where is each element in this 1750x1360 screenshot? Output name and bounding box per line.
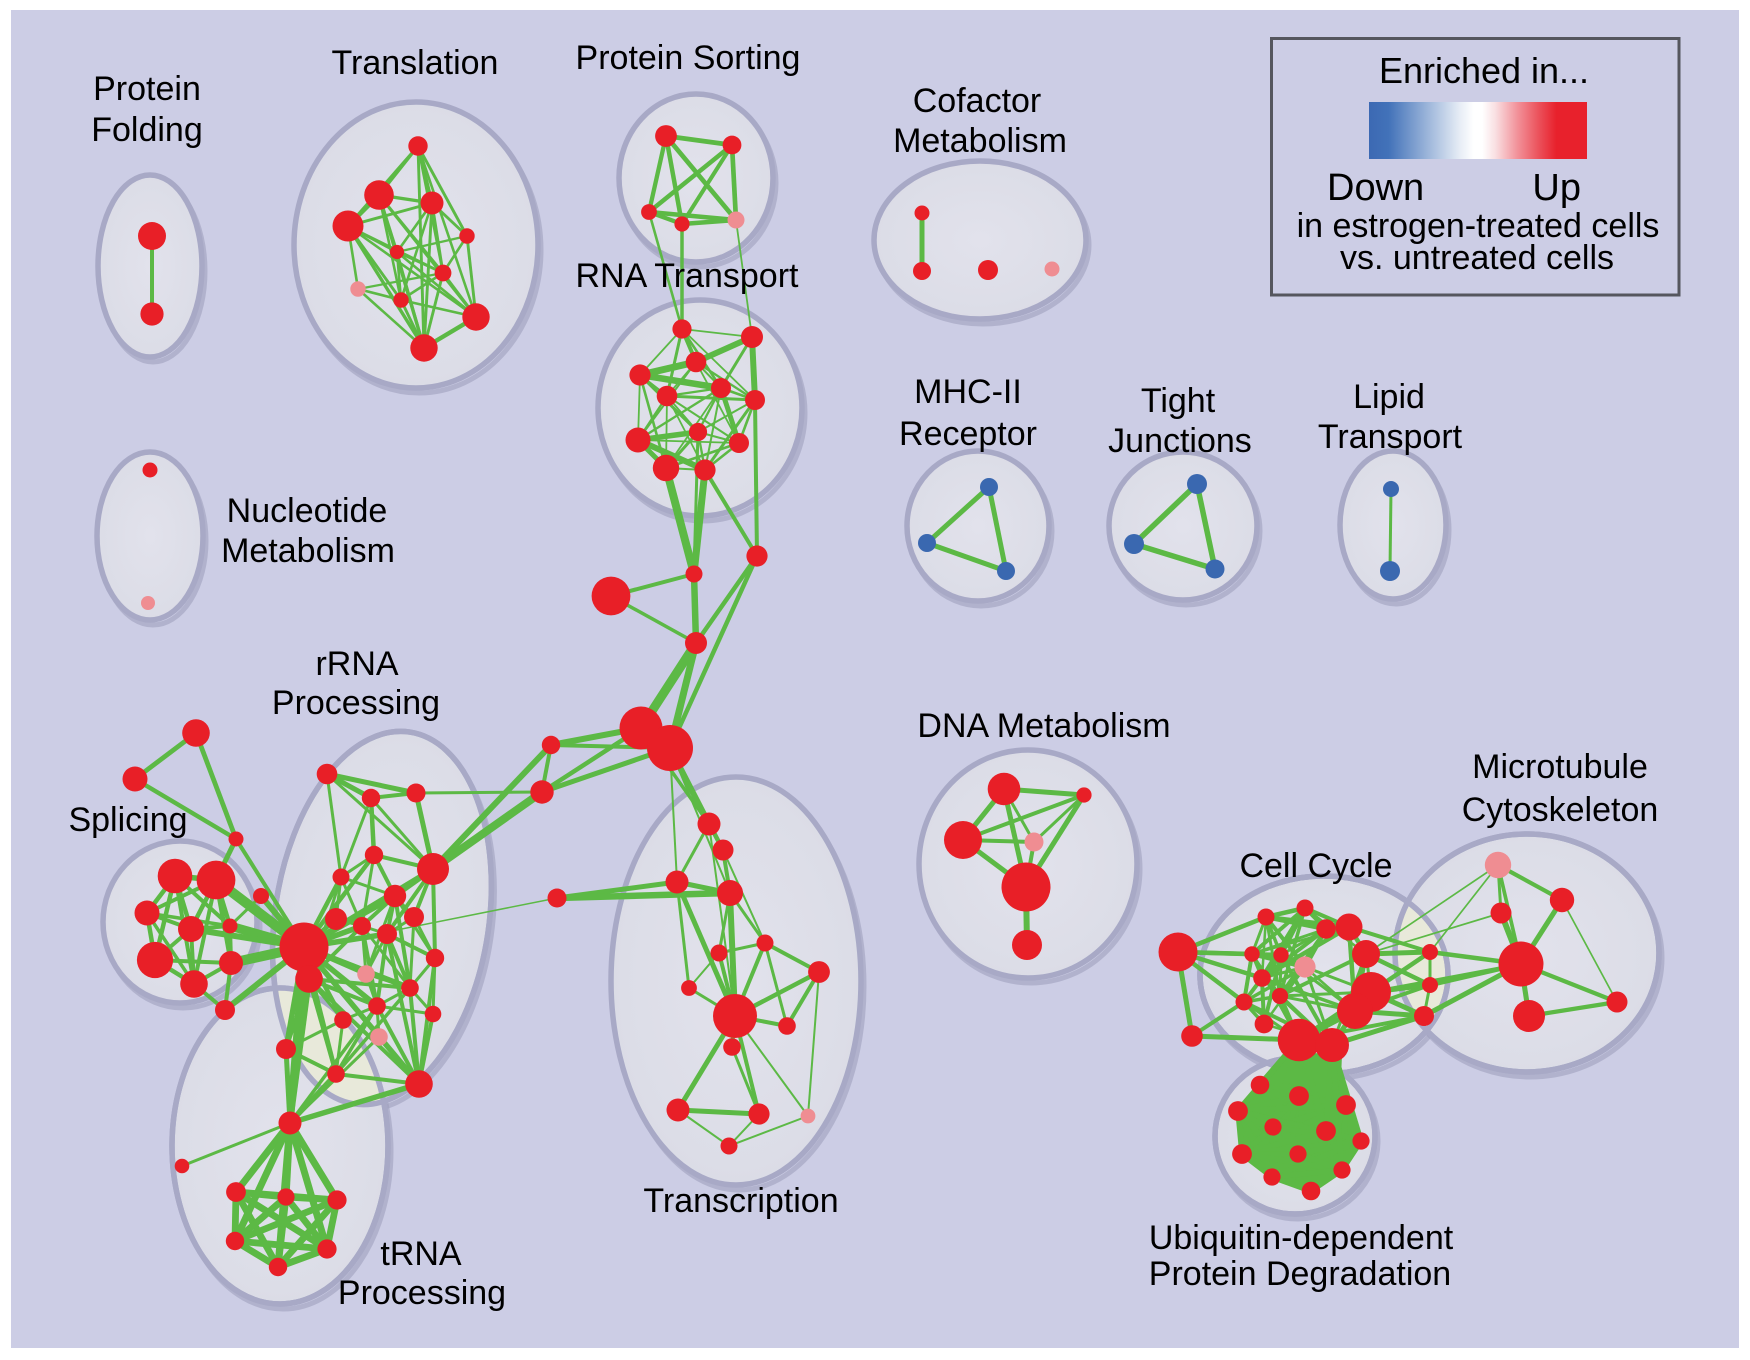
svg-text:Junctions: Junctions <box>1108 422 1252 460</box>
svg-text:Transcription: Transcription <box>643 1182 838 1220</box>
svg-text:Tight: Tight <box>1141 382 1216 420</box>
svg-text:Lipid: Lipid <box>1353 378 1425 416</box>
svg-text:rRNA: rRNA <box>315 645 398 683</box>
svg-text:Cell Cycle: Cell Cycle <box>1239 847 1392 885</box>
svg-text:RNA Transport: RNA Transport <box>576 257 800 295</box>
svg-text:MHC-II: MHC-II <box>914 373 1022 411</box>
svg-text:Translation: Translation <box>332 44 499 82</box>
svg-text:Processing: Processing <box>338 1274 506 1312</box>
svg-text:Ubiquitin-dependent: Ubiquitin-dependent <box>1149 1219 1454 1257</box>
svg-text:Folding: Folding <box>91 111 203 149</box>
svg-text:Protein Degradation: Protein Degradation <box>1149 1255 1451 1293</box>
svg-text:Enriched in...: Enriched in... <box>1379 50 1589 91</box>
svg-text:Receptor: Receptor <box>899 415 1037 453</box>
svg-text:Transport: Transport <box>1318 418 1463 456</box>
svg-text:Metabolism: Metabolism <box>221 532 395 570</box>
svg-text:Splicing: Splicing <box>68 801 187 839</box>
svg-text:Nucleotide: Nucleotide <box>227 492 388 530</box>
svg-text:Processing: Processing <box>272 684 440 722</box>
svg-text:Cytoskeleton: Cytoskeleton <box>1462 791 1659 829</box>
svg-text:in estrogen-treated cells: in estrogen-treated cells <box>1297 207 1660 245</box>
svg-text:Down: Down <box>1327 167 1424 209</box>
svg-text:tRNA: tRNA <box>380 1235 462 1273</box>
svg-text:Protein Sorting: Protein Sorting <box>576 39 801 77</box>
svg-text:vs. untreated cells: vs. untreated cells <box>1340 239 1614 277</box>
svg-text:DNA Metabolism: DNA Metabolism <box>917 707 1170 745</box>
svg-text:Protein: Protein <box>93 70 201 108</box>
svg-text:Cofactor: Cofactor <box>913 82 1042 120</box>
svg-text:Microtubule: Microtubule <box>1472 748 1648 786</box>
svg-text:Metabolism: Metabolism <box>893 122 1067 160</box>
svg-text:Up: Up <box>1532 167 1581 209</box>
